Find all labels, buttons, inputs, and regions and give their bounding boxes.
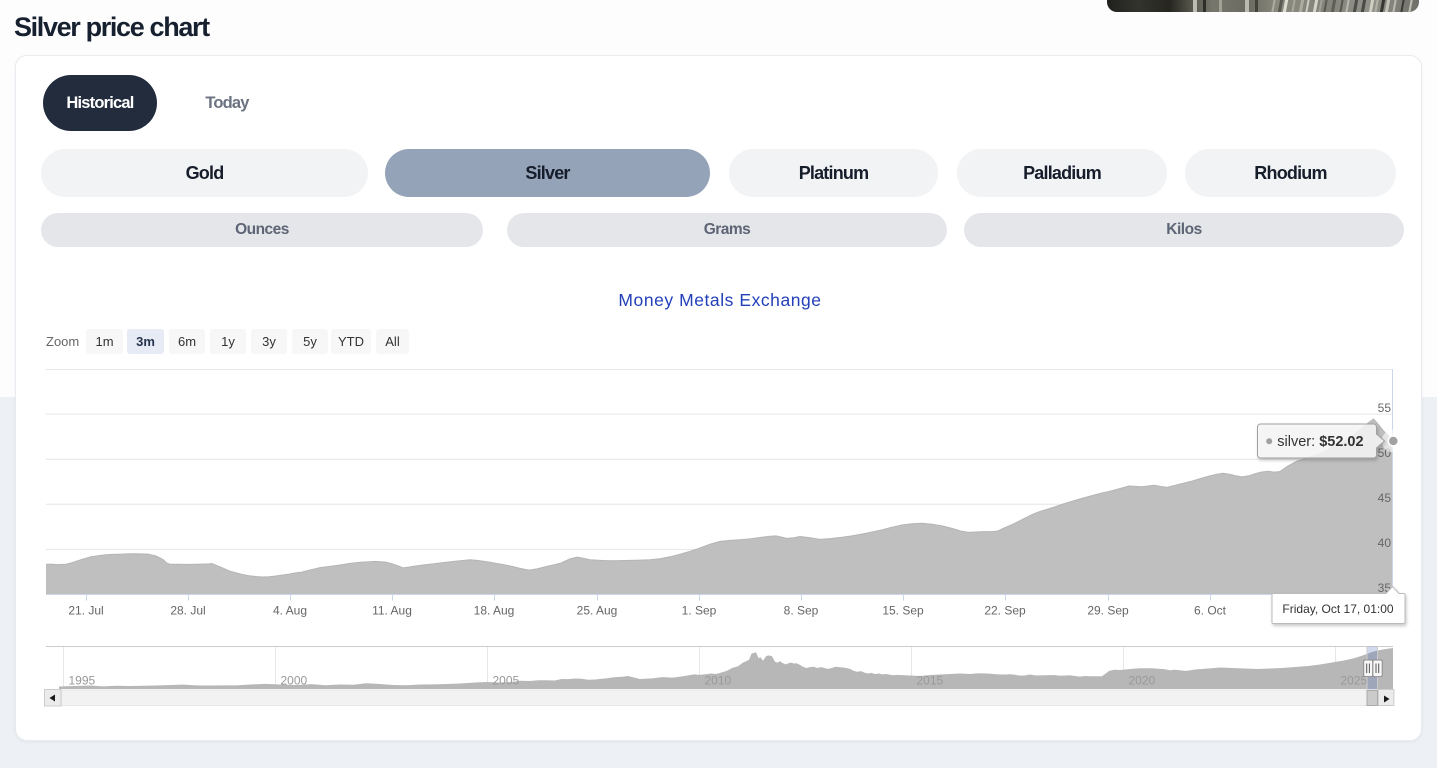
svg-text:11. Aug: 11. Aug <box>372 604 412 618</box>
svg-text:15. Sep: 15. Sep <box>882 604 924 618</box>
svg-text:28. Jul: 28. Jul <box>170 604 205 618</box>
svg-text:22. Sep: 22. Sep <box>984 604 1026 618</box>
svg-text:8. Sep: 8. Sep <box>784 604 819 618</box>
svg-text:1. Sep: 1. Sep <box>682 604 717 618</box>
svg-text:silver: $52.02: silver: $52.02 <box>1277 434 1363 450</box>
svg-text:45: 45 <box>1378 491 1392 505</box>
svg-text:2010: 2010 <box>705 674 732 688</box>
svg-text:2015: 2015 <box>917 674 944 688</box>
svg-text:6. Oct: 6. Oct <box>1194 604 1227 618</box>
svg-text:1995: 1995 <box>69 674 96 688</box>
svg-text:29. Sep: 29. Sep <box>1087 604 1129 618</box>
svg-text:2020: 2020 <box>1129 674 1156 688</box>
svg-text:25. Aug: 25. Aug <box>577 604 618 618</box>
svg-text:18. Aug: 18. Aug <box>474 604 515 618</box>
svg-text:55: 55 <box>1378 401 1392 415</box>
svg-text:40: 40 <box>1378 536 1392 550</box>
svg-text:2025: 2025 <box>1341 674 1368 688</box>
svg-text:2005: 2005 <box>493 674 520 688</box>
svg-text:4. Aug: 4. Aug <box>273 604 307 618</box>
svg-text:Friday, Oct 17, 01:00: Friday, Oct 17, 01:00 <box>1282 602 1393 616</box>
svg-text:2000: 2000 <box>281 674 308 688</box>
svg-text:21. Jul: 21. Jul <box>68 604 103 618</box>
